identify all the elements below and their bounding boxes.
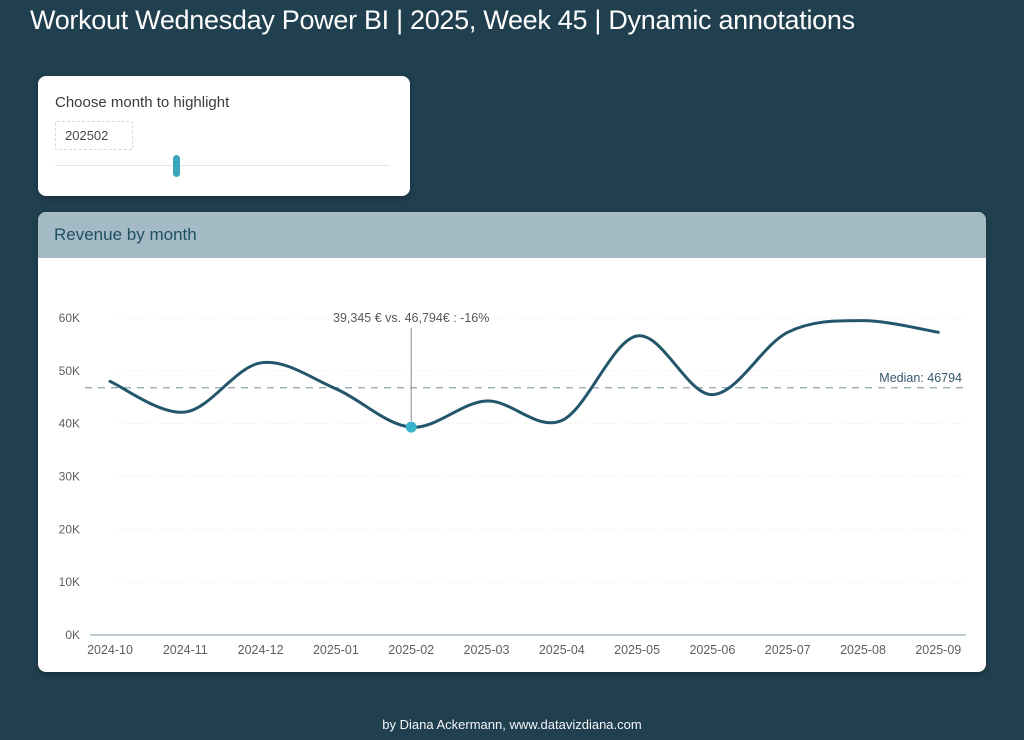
y-axis-tick-label: 60K [59,311,80,325]
slider-handle[interactable] [173,155,181,177]
x-axis-tick-label: 2025-01 [313,643,359,657]
month-input[interactable] [55,121,133,150]
x-axis-tick-label: 2025-06 [689,643,735,657]
x-axis-tick-label: 2025-07 [765,643,811,657]
y-axis-tick-label: 50K [59,364,80,378]
y-axis-tick-label: 10K [59,575,80,589]
chart-body: 0K 10K 20K 30K 40K 50K 60K 2024-10 2024-11 2024-1… [38,258,986,672]
slider-track[interactable] [55,165,390,166]
x-axis-tick-label: 2025-05 [614,643,660,657]
median-label: Median: 46794 [879,371,962,385]
month-slicer-card: Choose month to highlight [38,76,410,196]
y-axis-tick-label: 20K [59,522,80,536]
slicer-title: Choose month to highlight [55,94,230,111]
revenue-line [108,319,940,429]
x-axis-tick-label: 2024-10 [87,643,133,657]
annotation-label: 39,345 € vs. 46,794€ : -16% [333,311,489,325]
y-axis-tick-label: 40K [59,417,80,431]
y-axis-tick-label: 0K [65,628,80,642]
highlighted-point[interactable] [405,421,417,433]
revenue-chart-card: Revenue by month 0K 10K 20K 30K 40K 50K 60K 202… [38,212,986,672]
footer-credit: by Diana Ackermann, www.datavizdiana.com [382,717,642,732]
x-axis-tick-label: 2025-08 [840,643,886,657]
month-slider [55,155,390,177]
x-axis-tick-label: 2025-03 [464,643,510,657]
x-axis-tick-label: 2025-02 [388,643,434,657]
page-title: Workout Wednesday Power BI | 2025, Week … [30,5,855,35]
x-axis-tick-label: 2025-04 [539,643,585,657]
chart-title: Revenue by month [54,225,197,244]
y-axis-tick-label: 30K [59,470,80,484]
x-axis-tick-label: 2024-12 [238,643,284,657]
x-axis-tick-label: 2025-09 [915,643,961,657]
chart-title-bar: Revenue by month [38,212,986,258]
x-axis-tick-label: 2024-11 [163,643,208,657]
revenue-line-chart[interactable]: 0K 10K 20K 30K 40K 50K 60K 2024-10 2024-11 2024-1… [38,258,986,672]
